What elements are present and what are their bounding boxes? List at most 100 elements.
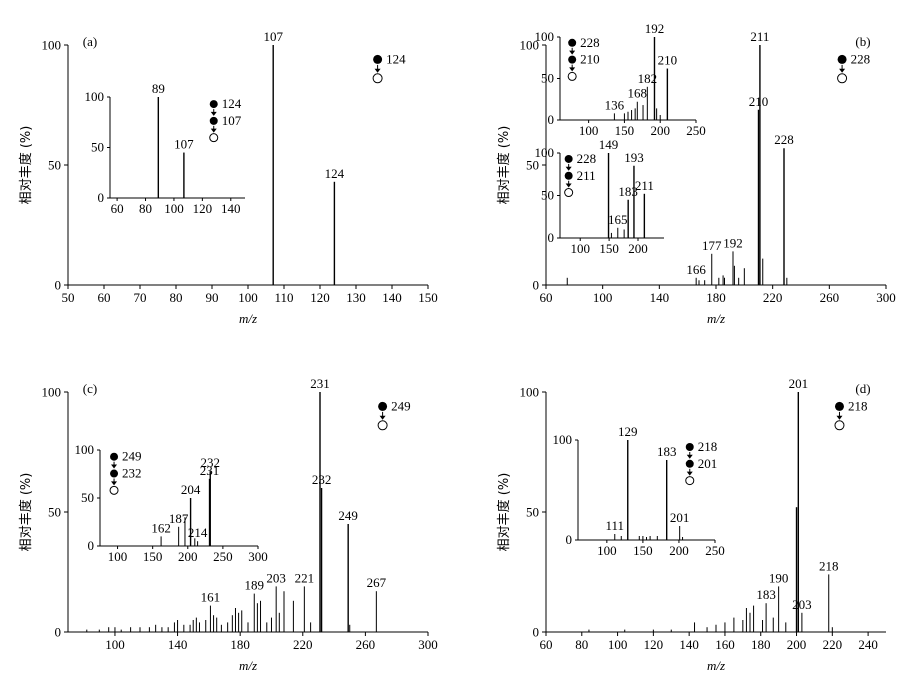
ion-node-open-b-1: [567, 71, 577, 81]
y-tick-label-b-2-2: 100: [535, 145, 555, 160]
arrow-head-d-0: [836, 415, 843, 420]
x-tick-label-a-4: 90: [206, 290, 219, 305]
x-tick-label-a-1-3: 120: [193, 201, 213, 216]
x-tick-label-a-6: 110: [274, 290, 293, 305]
x-tick-label-d-1-2: 200: [669, 543, 689, 558]
ion-node-filled-d-1-0: [685, 443, 694, 451]
ion-label-c-1-0: 249: [122, 449, 141, 464]
peak-label-c-1-5: 232: [200, 455, 220, 470]
ion-label-a-1-1: 107: [222, 113, 242, 128]
x-tick-label-d-8: 220: [823, 637, 843, 652]
peak-label-d-3: 203: [792, 597, 812, 612]
panel-label-b: (b): [855, 34, 870, 49]
arrow-head-c-0: [379, 415, 386, 420]
ion-node-filled-b-2-1: [564, 171, 573, 180]
peak-label-b-1-3: 192: [645, 21, 665, 36]
x-tick-label-b-0: 60: [540, 290, 553, 305]
y-tick-label-d-0: 0: [533, 625, 540, 640]
x-tick-label-c-2: 180: [230, 637, 250, 652]
peak-label-d-1-2: 183: [657, 444, 677, 459]
x-tick-label-d-1: 80: [575, 637, 588, 652]
y-tick-label-d-2: 100: [520, 385, 540, 400]
x-tick-label-b-1: 100: [593, 290, 613, 305]
peak-label-b-4: 211: [750, 29, 769, 44]
x-tick-label-c-1-2: 200: [178, 549, 198, 564]
x-tick-label-d-3: 120: [644, 637, 664, 652]
x-tick-label-b-5: 260: [820, 290, 840, 305]
ion-label-d-1-0: 218: [698, 439, 718, 454]
y-tick-label-a-1: 50: [48, 158, 61, 173]
inset-d-1: 100 150 200 250 0 100 111 129 183 201 218 201: [553, 424, 725, 558]
ion-node-open-b-2: [564, 188, 574, 198]
x-tick-label-a-1-4: 140: [221, 201, 241, 216]
ion-label-a-0: 124: [386, 51, 406, 66]
y-tick-label-b-0: 0: [533, 278, 540, 293]
x-tick-label-b-2: 140: [650, 290, 670, 305]
y-tick-label-d-1: 50: [526, 505, 539, 520]
y-tick-label-a-2: 100: [42, 38, 62, 53]
y-tick-label-b-2-0: 0: [548, 230, 555, 245]
x-tick-label-b-2-0: 100: [570, 241, 590, 256]
x-tick-label-b-6: 300: [876, 290, 896, 305]
peak-label-c-1-4: 231: [200, 463, 220, 478]
x-tick-label-d-1-3: 250: [705, 543, 725, 558]
x-tick-label-a-5: 100: [238, 290, 258, 305]
peak-label-b-1-1: 168: [628, 86, 648, 101]
panel-d: 60 80 100 120 140 160 180 200 220 240 0 50 100 183 190…: [496, 376, 886, 673]
peak-label-c-1-0: 162: [151, 520, 171, 535]
x-axis-label-c: m/z: [239, 658, 257, 673]
peak-label-b-2-3: 193: [624, 150, 644, 165]
ion-node-filled-c-1-1: [110, 469, 119, 478]
arrow-head-a-1-1: [210, 128, 217, 133]
x-tick-label-a-1-0: 60: [111, 201, 124, 216]
y-tick-label-d-1-1: 100: [553, 432, 573, 447]
ion-node-filled-a-1-0: [209, 100, 218, 109]
peak-label-c-1-1: 187: [169, 511, 189, 526]
peak-label-a-1: 124: [325, 166, 345, 181]
peak-label-b-5: 228: [774, 132, 794, 147]
x-tick-label-c-4: 260: [356, 637, 376, 652]
ion-label-b-1-1: 210: [580, 52, 600, 67]
y-tick-label-c-1: 50: [48, 505, 61, 520]
x-tick-label-b-1-2: 200: [650, 123, 670, 138]
peak-label-d-0: 183: [756, 587, 776, 602]
ion-node-open-a: [372, 73, 383, 84]
x-tick-label-b-4: 220: [763, 290, 783, 305]
peak-label-c-2: 203: [266, 570, 286, 585]
peak-label-c-7: 267: [367, 575, 387, 590]
y-axis-label-b: 相对丰度 (%): [496, 126, 512, 205]
y-tick-label-c-1-0: 0: [88, 538, 95, 553]
x-tick-label-c-1-4: 300: [248, 549, 268, 564]
x-tick-label-c-1-3: 250: [213, 549, 233, 564]
peak-label-b-2-1: 165: [608, 212, 628, 227]
peak-label-c-1-2: 204: [181, 482, 201, 497]
panel-a: 50 60 70 80 90 100 110 120 130 140 150050100107124…: [18, 29, 438, 326]
x-tick-label-a-1: 60: [98, 290, 111, 305]
x-tick-label-d-9: 240: [858, 637, 878, 652]
y-tick-label-c-2: 100: [42, 385, 62, 400]
ion-node-filled-d-0: [834, 401, 844, 411]
ion-node-open-c-1: [109, 485, 119, 495]
ion-label-c-0: 249: [391, 398, 411, 413]
x-axis-label-a: m/z: [239, 311, 257, 326]
peak-label-c-1-3: 214: [188, 525, 208, 540]
arrow-head-a-1-0: [210, 111, 217, 116]
arrow-head-b-2-0: [565, 166, 572, 171]
peak-label-b-3: 210: [749, 94, 769, 109]
arrow-head-b-1-0: [569, 50, 576, 55]
ion-node-filled-a-1-1: [209, 116, 218, 125]
x-tick-label-b-1-3: 250: [686, 123, 706, 138]
peak-label-a-0: 107: [263, 29, 283, 44]
arrow-head-c-1-1: [111, 481, 118, 486]
x-tick-label-c-5: 300: [418, 637, 438, 652]
inset-b-2: 100 150 200 0 50 100 149 165 183 193 211 228 211: [535, 137, 664, 256]
panels: 50 60 70 80 90 100 110 120 130 140 150050100107124…: [18, 21, 896, 673]
x-tick-label-d-7: 200: [787, 637, 807, 652]
ion-node-open-c: [377, 420, 388, 431]
x-tick-label-c-0: 100: [105, 637, 125, 652]
ion-label-d-0: 218: [848, 398, 868, 413]
x-tick-label-d-5: 160: [715, 637, 735, 652]
x-tick-label-a-1-1: 80: [139, 201, 152, 216]
peak-label-d-4: 218: [819, 558, 839, 573]
